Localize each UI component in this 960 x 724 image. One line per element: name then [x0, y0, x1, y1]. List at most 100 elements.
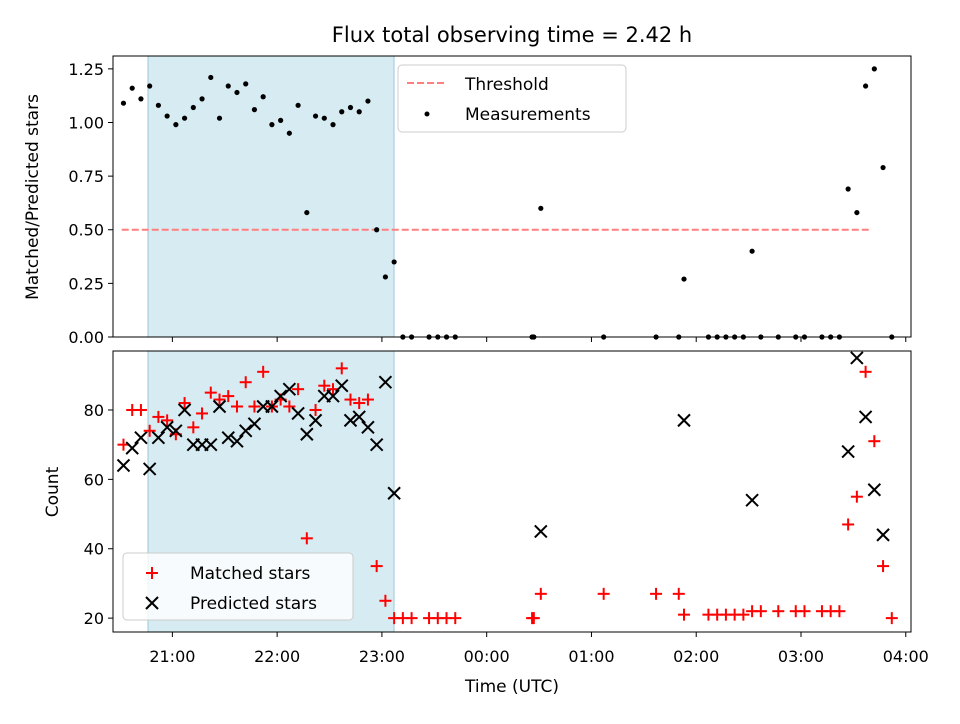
predicted-star-marker: [343, 413, 358, 428]
legend-threshold-label: Threshold: [464, 75, 549, 95]
bottom-x-label: Time (UTC): [464, 677, 559, 697]
measurement-point: [382, 274, 389, 280]
matched-star-marker: [134, 403, 147, 416]
predicted-star-marker: [160, 420, 174, 435]
bottom-y-axis: 20 40 60 80: [84, 401, 113, 628]
measurement-point: [234, 89, 240, 96]
predicted-star-marker: [247, 417, 262, 431]
predicted-star-marker: [858, 410, 873, 424]
matched-star-marker: [672, 587, 685, 600]
predicted-star-marker: [745, 493, 759, 507]
matched-star-marker: [248, 400, 261, 413]
predicted-star-marker: [850, 351, 864, 365]
matched-star-marker: [650, 587, 663, 600]
measurement-point: [181, 115, 188, 121]
bottom-y-tick-label: 60: [84, 470, 104, 489]
matched-star-marker: [754, 605, 767, 618]
top-legend: Threshold Measurements: [397, 64, 627, 133]
predicted-star-marker: [177, 403, 192, 417]
matched-star-marker: [353, 397, 366, 410]
legend-predicted-label: Predicted stars: [190, 594, 317, 614]
matched-star-marker: [344, 393, 357, 406]
measurement-point: [374, 227, 380, 233]
predicted-star-marker: [841, 444, 855, 459]
top-observing-span: [147, 55, 395, 338]
predicted-star-marker: [230, 434, 244, 448]
measurement-point: [190, 104, 196, 111]
measurement-point: [749, 248, 755, 254]
measurement-point: [681, 276, 687, 282]
top-panel: 0.00 0.25 0.50 0.75 1.00 1.25 Flux total obse…: [23, 23, 912, 347]
measurement-point: [243, 81, 249, 87]
matched-star-marker: [370, 560, 383, 573]
measurement-point: [391, 259, 397, 265]
bottom-x-tick-label: 23:00: [359, 647, 405, 666]
top-y-tick-label: 0.25: [68, 274, 104, 293]
bottom-x-tick-label: 22:00: [254, 647, 300, 666]
predicted-star-marker: [291, 406, 305, 421]
bottom-y-tick-label: 40: [84, 540, 104, 559]
predicted-star-marker: [326, 389, 340, 403]
predicted-star-marker: [876, 528, 890, 542]
predicted-star-marker: [282, 382, 297, 396]
matched-star-marker: [877, 560, 890, 573]
predicted-star-marker: [677, 413, 691, 428]
predicted-star-marker: [369, 437, 384, 452]
predicted-star-marker: [169, 424, 183, 438]
matched-star-marker: [798, 605, 811, 618]
matched-star-marker: [187, 421, 200, 434]
bottom-y-tick-label: 80: [84, 401, 104, 420]
measurement-point: [365, 98, 371, 104]
bottom-panel: 20 40 60 80 21:00 22:00 23:00 00:00 01:00 02:00 0…: [43, 350, 929, 697]
matched-star-marker: [143, 424, 156, 437]
matched-star-marker: [292, 383, 305, 396]
measurement-point: [880, 164, 886, 171]
top-y-label: Matched/Predicted stars: [23, 94, 43, 300]
bottom-x-tick-label: 04:00: [883, 647, 929, 666]
predicted-star-marker: [273, 389, 288, 403]
matched-star-marker: [379, 594, 392, 607]
predicted-star-marker: [361, 420, 375, 435]
predicted-star-marker: [387, 486, 401, 500]
measurement-point: [173, 122, 179, 128]
predicted-star-marker: [265, 399, 279, 414]
matched-star-marker: [885, 612, 898, 625]
measurement-point: [854, 209, 860, 216]
bottom-legend: Matched stars Predicted stars: [122, 552, 354, 621]
top-y-tick-label: 1.25: [68, 60, 104, 79]
measurement-point: [871, 66, 877, 72]
measurement-point: [845, 186, 851, 192]
bottom-x-axis: 21:00 22:00 23:00 00:00 01:00 02:00 03:00 04:00: [149, 632, 929, 666]
measurement-point: [129, 85, 135, 91]
matched-star-marker: [335, 362, 348, 375]
measurement-point: [225, 83, 231, 89]
bottom-axes-frame: [112, 350, 912, 633]
predicted-star-marker: [300, 427, 314, 441]
matched-star-marker: [677, 608, 690, 621]
measurement-point: [120, 100, 127, 106]
measurement-point: [269, 122, 275, 128]
measurement-point: [251, 107, 258, 113]
matched-star-marker: [152, 410, 165, 423]
top-y-axis: 0.00 0.25 0.50 0.75 1.00 1.25: [68, 60, 113, 347]
matched-star-marker: [833, 605, 846, 618]
measurement-point: [295, 102, 301, 108]
predicted-star-marker: [378, 375, 393, 389]
chart-title: Flux total observing time = 2.42 h: [332, 23, 692, 47]
matched-star-marker: [196, 407, 209, 420]
matched-star-marker: [178, 397, 191, 410]
measurement-point: [356, 109, 362, 115]
predicted-star-marker: [352, 410, 366, 424]
predicted-star-marker: [142, 462, 157, 476]
predicted-star-marker: [125, 441, 139, 455]
matched-star-marker: [222, 390, 235, 403]
measurement-point: [304, 209, 310, 216]
matched-star-marker: [850, 490, 863, 503]
measurement-point: [138, 96, 144, 102]
predicted-star-marker: [116, 458, 131, 473]
matched-star-marker: [527, 612, 540, 625]
legend-measurements-swatch: [424, 111, 430, 117]
predicted-star-marker: [867, 483, 882, 497]
measurement-point: [321, 115, 327, 121]
measurement-point: [347, 104, 354, 111]
